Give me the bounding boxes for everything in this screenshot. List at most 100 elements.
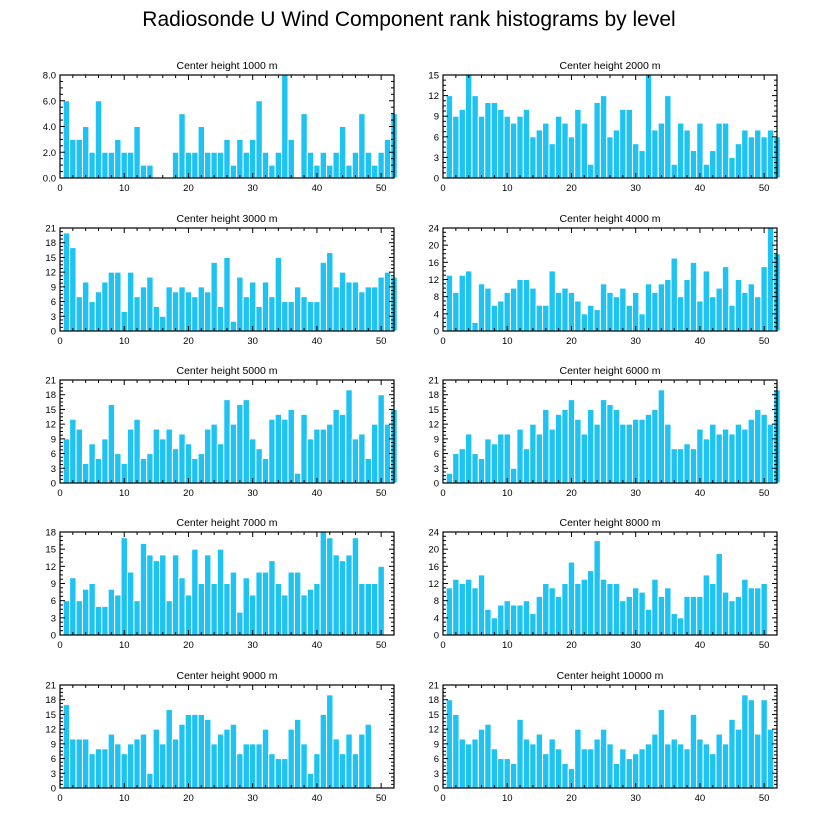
x-tick-label: 20 bbox=[183, 488, 194, 499]
histogram-bar bbox=[509, 604, 518, 636]
histogram-bar bbox=[75, 738, 83, 789]
histogram-bar bbox=[293, 286, 302, 332]
histogram-bar bbox=[464, 578, 473, 636]
histogram-bar bbox=[229, 571, 238, 636]
y-tick-label: 8 bbox=[434, 292, 439, 303]
histogram-bar bbox=[709, 583, 717, 636]
histogram-bar bbox=[306, 438, 315, 484]
histogram-bar bbox=[721, 122, 730, 179]
histogram-bar bbox=[689, 595, 698, 636]
histogram-bar bbox=[580, 122, 589, 179]
histogram-bar bbox=[255, 305, 263, 332]
histogram-bar bbox=[503, 291, 511, 332]
histogram-bar bbox=[554, 291, 563, 332]
histogram-bar bbox=[484, 101, 492, 179]
histogram-bar bbox=[371, 583, 379, 636]
histogram-bar bbox=[548, 738, 556, 789]
histogram-bar bbox=[242, 151, 250, 179]
histogram-bar bbox=[497, 108, 505, 179]
histogram-bar bbox=[171, 448, 180, 484]
histogram-bar bbox=[709, 296, 717, 332]
histogram-bar bbox=[178, 286, 186, 332]
x-tick-label: 40 bbox=[695, 336, 706, 347]
histogram-bar bbox=[178, 113, 186, 179]
histogram-bar bbox=[715, 287, 723, 332]
y-tick-label: 15 bbox=[45, 253, 56, 264]
histogram-bar bbox=[146, 453, 154, 484]
histogram-bar bbox=[216, 548, 225, 636]
histogram-bar bbox=[734, 728, 743, 789]
histogram-bar bbox=[133, 600, 141, 636]
histogram-bar bbox=[165, 428, 173, 484]
histogram-bar bbox=[458, 274, 466, 332]
histogram-bar bbox=[126, 571, 135, 636]
histogram-bar bbox=[364, 151, 373, 179]
histogram-bar bbox=[191, 713, 199, 789]
histogram-bar bbox=[319, 531, 328, 636]
histogram-bar bbox=[75, 296, 83, 332]
histogram-bar bbox=[274, 256, 283, 332]
y-tick-label: 15 bbox=[45, 710, 56, 721]
y-tick-label: 12 bbox=[428, 420, 439, 431]
histogram-bar bbox=[625, 304, 633, 332]
histogram-bar bbox=[107, 271, 116, 332]
histogram-bar bbox=[728, 718, 736, 789]
histogram-bar bbox=[126, 743, 135, 789]
y-tick-label: 9 bbox=[434, 434, 439, 445]
x-tick-label: 30 bbox=[630, 488, 641, 499]
histogram-bar bbox=[728, 433, 736, 484]
histogram-bar bbox=[223, 583, 231, 636]
histogram-bar bbox=[657, 122, 666, 179]
histogram-bar bbox=[351, 281, 360, 332]
x-tick-label: 20 bbox=[183, 336, 194, 347]
histogram-panel: Center height 8000 m 0 10 20 30 40 50 0 4 8 12 16 20… bbox=[428, 517, 778, 651]
histogram-bar bbox=[670, 738, 678, 789]
x-tick-label: 30 bbox=[630, 336, 641, 347]
histogram-bar bbox=[606, 583, 614, 636]
histogram-bar bbox=[107, 733, 116, 789]
histogram-bar bbox=[345, 281, 353, 332]
histogram-bar bbox=[721, 591, 730, 636]
histogram-bar bbox=[529, 287, 537, 332]
histogram-bar bbox=[281, 74, 289, 179]
histogram-bar bbox=[88, 301, 96, 332]
y-tick-label: 12 bbox=[428, 725, 439, 736]
histogram-bar bbox=[754, 129, 762, 179]
x-tick-label: 20 bbox=[183, 183, 194, 194]
x-tick-label: 0 bbox=[57, 183, 62, 194]
histogram-bar bbox=[529, 136, 537, 179]
x-tick-label: 50 bbox=[759, 183, 770, 194]
histogram-bar bbox=[452, 713, 460, 789]
x-tick-label: 0 bbox=[440, 793, 445, 804]
histogram-bar bbox=[599, 728, 608, 789]
histogram-bar bbox=[313, 753, 321, 789]
histogram-bar bbox=[574, 418, 582, 484]
histogram-bar bbox=[165, 600, 173, 636]
histogram-bar bbox=[760, 699, 768, 789]
x-tick-label: 50 bbox=[759, 640, 770, 651]
histogram-bar bbox=[612, 296, 621, 332]
histogram-bar bbox=[509, 762, 518, 789]
histogram-bar bbox=[300, 594, 308, 636]
x-tick-label: 50 bbox=[376, 336, 387, 347]
histogram-bar bbox=[754, 408, 762, 484]
histogram-bar bbox=[760, 583, 768, 636]
histogram-bar bbox=[300, 413, 308, 484]
histogram-bar bbox=[529, 613, 537, 636]
histogram-bar bbox=[529, 743, 537, 789]
histogram-bar bbox=[152, 728, 161, 789]
panel-title: Center height 9000 m bbox=[177, 670, 278, 682]
histogram-bar bbox=[741, 428, 749, 484]
histogram-bar bbox=[593, 309, 601, 332]
y-tick-label: 3 bbox=[51, 613, 56, 624]
histogram-bar bbox=[171, 151, 180, 179]
main-title: Radiosonde U Wind Component rank histogr… bbox=[142, 8, 676, 31]
histogram-bar bbox=[216, 305, 225, 332]
histogram-bar bbox=[255, 100, 263, 179]
histogram-bar bbox=[452, 115, 460, 179]
histogram-bar bbox=[535, 595, 544, 636]
y-tick-label: 15 bbox=[45, 545, 56, 556]
histogram-bar bbox=[300, 743, 308, 789]
histogram-bar bbox=[204, 151, 212, 179]
y-tick-label: 3 bbox=[51, 464, 56, 475]
